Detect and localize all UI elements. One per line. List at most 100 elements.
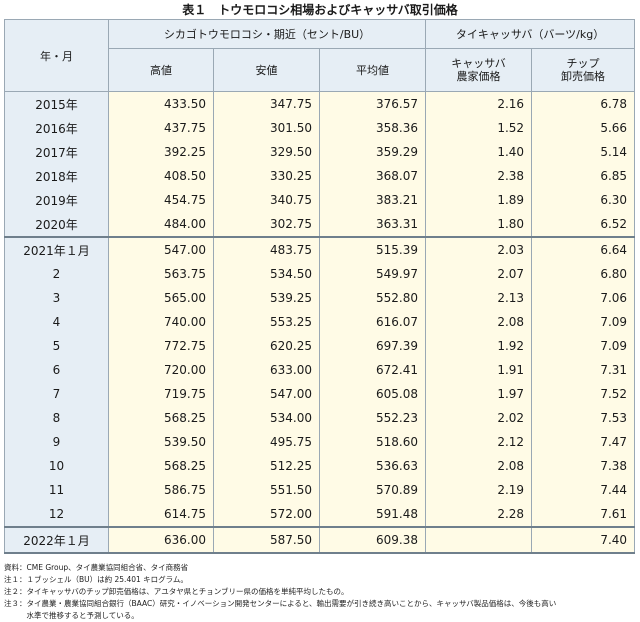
- cell-average: 605.08: [318, 382, 427, 406]
- cell-high: 433.50: [108, 91, 214, 116]
- cell-farm-price: 2.02: [425, 406, 533, 430]
- cell-chip-price: 5.66: [531, 116, 636, 140]
- cell-high: 568.25: [108, 406, 214, 430]
- footnote-line: 注３：タイ農業・農業協同組合銀行（BAAC）研究・イノベーション開発センターによ…: [4, 599, 557, 608]
- cell-average: 358.36: [318, 116, 427, 140]
- cell-period: 4: [4, 310, 109, 334]
- cell-period: 2022年１月: [4, 526, 109, 554]
- cell-average: 591.48: [318, 502, 427, 527]
- cell-chip-price: 7.06: [531, 286, 636, 310]
- cell-period: 2: [4, 262, 109, 286]
- footnote-line: 水準で推移すると予測している。: [4, 611, 139, 620]
- cell-farm-price: 2.08: [425, 310, 533, 334]
- table-row: 2019年 454.75 340.75 383.21 1.89 6.30: [4, 188, 636, 212]
- header-average: 平均値: [318, 48, 427, 92]
- cell-period: 2020年: [4, 212, 109, 237]
- table-row: 4 740.00 553.25 616.07 2.08 7.09: [4, 310, 636, 334]
- cell-farm-price: 2.28: [425, 502, 533, 527]
- cell-period: 9: [4, 430, 109, 454]
- price-table: 年・月 シカゴトウモロコシ・期近（セント/BU） タイキャッサバ（バーツ/kg）…: [4, 19, 636, 554]
- cell-period: 11: [4, 478, 109, 502]
- cell-low: 483.75: [213, 236, 320, 262]
- cell-chip-price: 7.09: [531, 334, 636, 358]
- footnote-line: 注１：１ブッシェル（BU）は約 25.401 キログラム。: [4, 575, 188, 584]
- header-farm-price-line1: キャッサバ: [451, 57, 506, 70]
- table-row: 11 586.75 551.50 570.89 2.19 7.44: [4, 478, 636, 502]
- cell-farm-price: 1.92: [425, 334, 533, 358]
- table-row: 2016年 437.75 301.50 358.36 1.52 5.66: [4, 116, 636, 140]
- cell-low: 551.50: [213, 478, 320, 502]
- table-body: 2015年 433.50 347.75 376.57 2.16 6.78 2016年 437.…: [4, 91, 636, 554]
- table-row: 2021年１月 547.00 483.75 515.39 2.03 6.64: [4, 236, 636, 262]
- cell-average: 609.38: [318, 526, 427, 554]
- cell-low: 620.25: [213, 334, 320, 358]
- cell-high: 636.00: [108, 526, 214, 554]
- cell-low: 539.25: [213, 286, 320, 310]
- cell-chip-price: 7.47: [531, 430, 636, 454]
- cell-high: 392.25: [108, 140, 214, 164]
- table-row: 7 719.75 547.00 605.08 1.97 7.52: [4, 382, 636, 406]
- cell-high: 719.75: [108, 382, 214, 406]
- cell-high: 772.75: [108, 334, 214, 358]
- table-row: 12 614.75 572.00 591.48 2.28 7.61: [4, 502, 636, 527]
- footnote-line: 資料：CME Group、タイ農業協同組合省、タイ商務省: [4, 563, 189, 572]
- cell-farm-price: 2.08: [425, 454, 533, 478]
- header-group-cassava: タイキャッサバ（バーツ/kg）: [425, 19, 636, 49]
- cell-average: 552.23: [318, 406, 427, 430]
- footnotes: 資料：CME Group、タイ農業協同組合省、タイ商務省 注１：１ブッシェル（BU…: [4, 562, 634, 622]
- cell-low: 633.00: [213, 358, 320, 382]
- cell-average: 376.57: [318, 91, 427, 116]
- cell-farm-price: 2.13: [425, 286, 533, 310]
- header-chip-price-line1: チップ: [566, 57, 600, 70]
- table-row: 5 772.75 620.25 697.39 1.92 7.09: [4, 334, 636, 358]
- cell-period: 2021年１月: [4, 236, 109, 262]
- footnote-line: 注２：タイキャッサバのチップ卸売価格は、アユタヤ県とチョンブリー県の価格を単純平…: [4, 587, 349, 596]
- cell-high: 586.75: [108, 478, 214, 502]
- cell-high: 565.00: [108, 286, 214, 310]
- header-low: 安値: [213, 48, 320, 92]
- cell-chip-price: 7.44: [531, 478, 636, 502]
- cell-low: 572.00: [213, 502, 320, 527]
- cell-chip-price: 7.31: [531, 358, 636, 382]
- table-row: 2020年 484.00 302.75 363.31 1.80 6.52: [4, 212, 636, 237]
- cell-farm-price: 1.97: [425, 382, 533, 406]
- cell-period: 5: [4, 334, 109, 358]
- cell-low: 495.75: [213, 430, 320, 454]
- cell-chip-price: 6.52: [531, 212, 636, 237]
- cell-high: 720.00: [108, 358, 214, 382]
- header-farm-price-line2: 農家価格: [456, 70, 501, 83]
- cell-farm-price: 1.80: [425, 212, 533, 237]
- cell-high: 547.00: [108, 236, 214, 262]
- cell-high: 408.50: [108, 164, 214, 188]
- cell-average: 515.39: [318, 236, 427, 262]
- cell-farm-price: 2.07: [425, 262, 533, 286]
- cell-average: 536.63: [318, 454, 427, 478]
- cell-period: 2017年: [4, 140, 109, 164]
- cell-farm-price: 2.03: [425, 236, 533, 262]
- table-row: 2018年 408.50 330.25 368.07 2.38 6.85: [4, 164, 636, 188]
- header-chip-price: チップ 卸売価格: [531, 48, 636, 92]
- header-farm-price: キャッサバ 農家価格: [425, 48, 533, 92]
- cell-farm-price: 2.16: [425, 91, 533, 116]
- cell-farm-price: 1.91: [425, 358, 533, 382]
- cell-low: 330.25: [213, 164, 320, 188]
- cell-chip-price: 7.38: [531, 454, 636, 478]
- cell-low: 534.00: [213, 406, 320, 430]
- cell-low: 587.50: [213, 526, 320, 554]
- cell-average: 616.07: [318, 310, 427, 334]
- cell-average: 368.07: [318, 164, 427, 188]
- cell-high: 454.75: [108, 188, 214, 212]
- cell-low: 302.75: [213, 212, 320, 237]
- table-row: 2017年 392.25 329.50 359.29 1.40 5.14: [4, 140, 636, 164]
- cell-low: 301.50: [213, 116, 320, 140]
- header-high: 高値: [108, 48, 214, 92]
- cell-period: 7: [4, 382, 109, 406]
- cell-high: 563.75: [108, 262, 214, 286]
- table-row: 3 565.00 539.25 552.80 2.13 7.06: [4, 286, 636, 310]
- header-chip-price-line2: 卸売価格: [561, 70, 606, 83]
- cell-chip-price: 5.14: [531, 140, 636, 164]
- table-row: 8 568.25 534.00 552.23 2.02 7.53: [4, 406, 636, 430]
- cell-period: 2016年: [4, 116, 109, 140]
- cell-high: 614.75: [108, 502, 214, 527]
- cell-low: 340.75: [213, 188, 320, 212]
